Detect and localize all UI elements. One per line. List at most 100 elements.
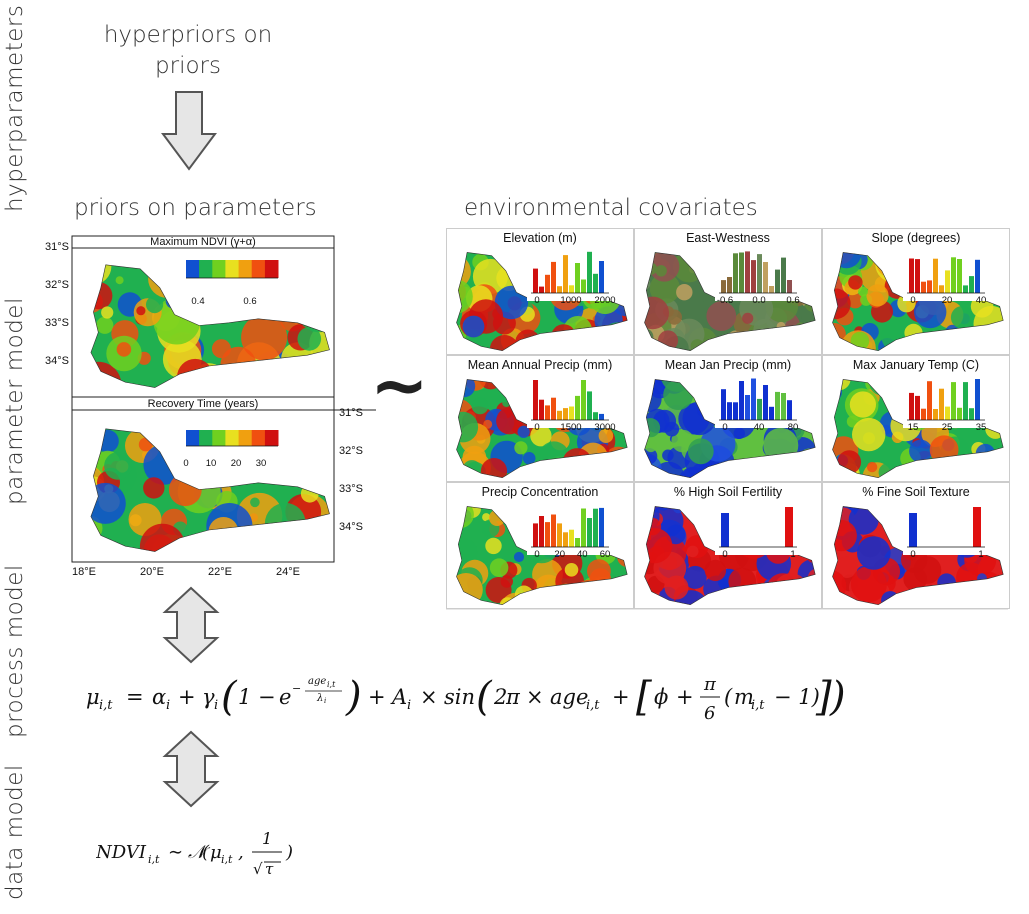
covariate-grid: 0 1000 20 0 0 Elevation (m) -0.6 0.0 0.6 East-Wes… [446, 228, 1010, 610]
svg-text:age: age [550, 685, 588, 709]
svg-text:i,t: i,t [148, 853, 160, 866]
lon-label: 24°E [276, 566, 300, 578]
covariate-tick: 60 [600, 549, 611, 560]
covariate-tick: 1 [978, 549, 983, 560]
data-model-label: data model [2, 764, 28, 900]
covariate-tick: 20 [942, 295, 953, 306]
svg-text:2: 2 [493, 685, 507, 709]
covariate-tick: 3000 [594, 422, 615, 433]
svg-text:i,t: i,t [99, 698, 113, 713]
covariate-title: % High Soil Fertility [673, 485, 783, 499]
covariate-tick: 1 [790, 549, 795, 560]
svg-text:+: + [178, 685, 196, 709]
svg-text:i: i [407, 698, 411, 713]
covariate-tick: 0 [534, 422, 539, 433]
covariate-tick: 35 [976, 422, 987, 433]
covariate-map: 0 20 40 [832, 249, 1004, 352]
covariate-panel: 0 1 % High Soil Fertility [634, 482, 822, 609]
svg-text:A: A [390, 685, 407, 709]
covariate-tick: 0 [910, 295, 915, 306]
svg-text:τ: τ [265, 860, 274, 878]
covariate-map: -0.6 0.0 0.6 [644, 249, 816, 352]
covariate-tick: 1000 [560, 295, 581, 306]
bottom-scale-tick: 0 [183, 458, 188, 469]
covariate-tick: 40 [577, 549, 588, 560]
covariate-map: 15 25 35 [832, 376, 1004, 479]
svg-text:ϕ: ϕ [654, 685, 668, 709]
svg-text:i: i [166, 698, 170, 713]
covariate-tick: 25 [942, 422, 953, 433]
svg-text:1: 1 [262, 829, 272, 848]
covariate-panel: -0.6 0.0 0.6 East-Westness [634, 228, 822, 355]
covariate-title: East-Westness [686, 231, 770, 245]
svg-text:+: + [676, 685, 694, 709]
svg-text:e: e [279, 685, 291, 709]
covariate-panel: 0 1000 2000 Elevation (m) [446, 228, 634, 355]
svg-text:]: ] [815, 674, 832, 720]
svg-text:μ: μ [210, 842, 222, 863]
hyperparameters-label: hyperparameters [2, 4, 28, 212]
double-arrow-icon-2 [162, 730, 220, 808]
hyperpriors-text: hyperpriors on priors [78, 20, 298, 82]
svg-text:×: × [526, 685, 544, 709]
lon-label: 22°E [208, 566, 232, 578]
covariate-tick: 20 [554, 549, 565, 560]
priors-heading: priors on parameters [74, 195, 317, 221]
svg-text:×: × [420, 685, 438, 709]
top-scale-tick: 0.6 [243, 296, 256, 307]
svg-text:(: ( [202, 842, 210, 863]
covariate-tick: -0.6 [717, 295, 733, 306]
tilde-symbol: ~ [370, 344, 429, 426]
data-model-equation: NDVI i,t ∼ 𝒩 ( μ i,t , 1 √ τ ) [95, 820, 336, 890]
svg-text:[: [ [636, 674, 652, 720]
covariate-tick: 0 [910, 549, 915, 560]
double-arrow-icon [162, 586, 220, 664]
svg-text:6: 6 [704, 703, 715, 724]
max-ndvi-title: Maximum NDVI (γ+α) [150, 236, 256, 248]
svg-text:π: π [505, 685, 521, 709]
svg-text:sin: sin [444, 685, 475, 709]
lat-label-left: 31°S [45, 241, 69, 253]
lat-label-left: 33°S [45, 317, 69, 329]
covariate-title: Mean Jan Precip (mm) [664, 358, 792, 372]
svg-text:+: + [368, 685, 386, 709]
recovery-time-title: Recovery Time (years) [148, 398, 259, 410]
svg-text:π: π [703, 674, 717, 695]
process-model-equation: μ i,t = α i + γ i ( 1 − e − age i,t λ i … [86, 664, 846, 728]
svg-text:α: α [152, 685, 166, 709]
covariate-panel: 0 1% Fine Soil Texture [822, 482, 1010, 609]
top-scale-tick: 0.4 [191, 296, 204, 307]
svg-text:age: age [308, 676, 326, 687]
covariate-tick: 15 [908, 422, 919, 433]
svg-text:∼: ∼ [168, 842, 183, 863]
covariate-title: Max January Temp (C) [852, 358, 980, 372]
lat-label-right: 34°S [339, 521, 363, 533]
svg-text:√: √ [253, 860, 263, 878]
covariate-tick: 80 [788, 422, 799, 433]
svg-text:): ) [285, 842, 293, 863]
svg-text:− 1): − 1) [774, 685, 820, 709]
svg-text:i,t: i,t [586, 698, 600, 713]
covariate-map: 0 40 80 [644, 376, 816, 479]
svg-text:i: i [324, 697, 326, 705]
covariate-title: Elevation (m) [503, 231, 577, 245]
covariate-tick: 40 [754, 422, 765, 433]
svg-text:−: − [292, 682, 301, 695]
covariate-tick: 0 [534, 295, 539, 306]
svg-text:+: + [612, 685, 630, 709]
covariate-panel: 0 40 80 Mean Jan Precip (mm) [634, 355, 822, 482]
lat-label-left: 34°S [45, 355, 69, 367]
covariate-tick: 40 [976, 295, 987, 306]
svg-text:i,t: i,t [751, 698, 765, 713]
svg-text:λ: λ [316, 693, 323, 704]
svg-text:i,t: i,t [221, 853, 233, 866]
svg-text:i: i [214, 698, 218, 713]
svg-text:,: , [238, 842, 244, 863]
covariate-panel: 0 20 40 Slope (degrees) [822, 228, 1010, 355]
covariate-title: Mean Annual Precip (mm) [467, 358, 613, 372]
bottom-scale-tick: 20 [231, 458, 242, 469]
covariate-tick: 0.6 [786, 295, 799, 306]
svg-text:γ: γ [202, 685, 215, 709]
lat-label-right: 32°S [339, 445, 363, 457]
